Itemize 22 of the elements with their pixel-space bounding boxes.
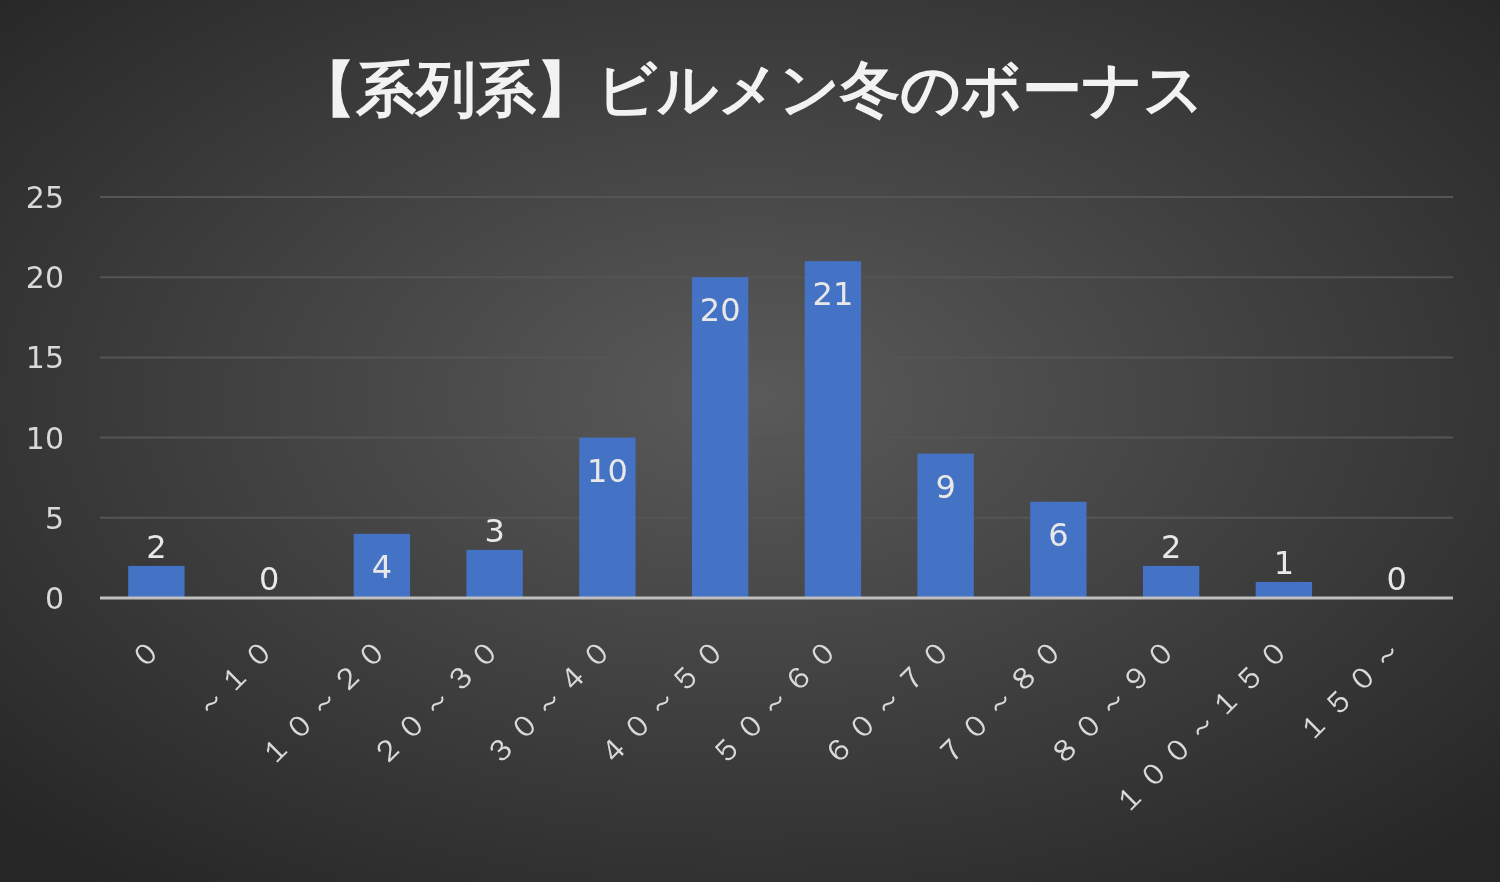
x-tick-label: ０ [122,628,172,677]
y-tick-label: 25 [25,180,64,215]
data-label: 4 [371,547,393,586]
data-label: 3 [484,511,505,550]
y-tick-label: 0 [44,581,64,616]
data-label: 6 [1048,515,1069,554]
data-label: 2 [146,527,167,566]
x-tick-label: ～１０ [187,628,285,726]
data-label: 9 [935,467,956,506]
data-label: 10 [587,451,628,490]
y-tick-label: 5 [44,500,64,536]
data-label: 20 [699,291,741,330]
y-tick-label: 15 [25,340,64,376]
data-label: 21 [812,275,854,314]
data-label: 2 [1160,527,1182,566]
data-label: 1 [1273,543,1295,582]
chart-title: 【系列系】ビルメン冬のボーナス [296,54,1204,124]
y-tick-label: 20 [25,260,64,296]
y-tick-label: 10 [25,420,64,456]
data-label: 0 [258,560,280,598]
data-label: 0 [1386,560,1407,598]
x-tick-label: １５０～ [1290,628,1412,750]
